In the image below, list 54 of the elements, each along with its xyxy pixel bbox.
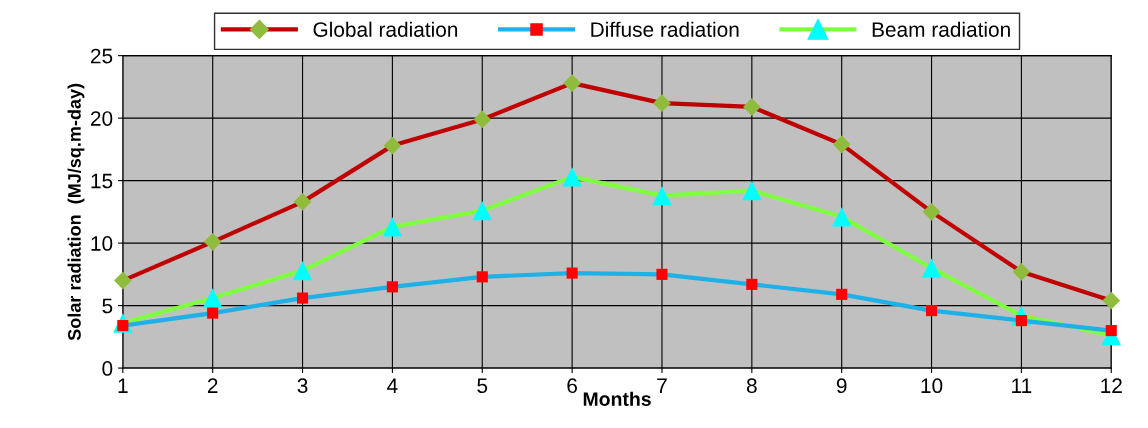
x-tick-label: 5 [477,378,488,394]
point [656,268,668,280]
x-tick-label: 12 [1101,378,1122,393]
x-axis-title: Months [583,391,651,406]
point [383,136,402,155]
legend-label: Global radiation [313,21,458,37]
point [836,288,848,300]
point [293,193,312,211]
x-tick-label: 4 [387,378,398,393]
y-tick-label: 15 [91,173,113,189]
point [563,74,581,92]
point [386,281,398,293]
y-tick-label: 10 [91,236,113,251]
y-tick-label: 5 [102,298,113,314]
point [292,260,313,281]
x-tick-label: 10 [921,378,943,394]
point [382,217,403,237]
point [1105,325,1117,337]
point [653,94,671,112]
point [652,185,672,206]
point [473,110,492,129]
x-tick-label: 3 [297,378,308,394]
point [562,167,582,187]
x-tick-label: 9 [836,378,847,394]
point [1102,291,1121,310]
legend-label: Diffuse radiation [591,21,739,37]
point [114,271,132,290]
x-tick-label: 2 [207,378,218,393]
point [746,278,758,290]
x-tick-label: 7 [657,378,667,393]
legend-label: Beam radiation [872,21,1010,37]
point [921,258,942,278]
point [1012,263,1031,281]
point [202,288,223,308]
x-tick-label: 1 [118,378,128,393]
point [566,267,578,279]
y-axis-title: Solar radiation (MJ/sq.m-day) [67,83,85,341]
y-tick-label: 0 [102,361,113,376]
x-tick-label: 6 [567,378,577,394]
point [832,135,851,154]
point [831,207,852,227]
point [296,292,309,304]
point [922,203,941,221]
point [742,180,762,201]
point [476,271,488,283]
x-tick-label: 8 [746,378,757,394]
x-tick-label: 11 [1012,378,1032,393]
point [207,307,219,319]
point [743,98,761,116]
point [925,305,938,317]
point [203,233,222,251]
y-tick-label: 25 [90,48,113,64]
point [472,200,492,221]
y-tick-label: 20 [90,111,113,126]
